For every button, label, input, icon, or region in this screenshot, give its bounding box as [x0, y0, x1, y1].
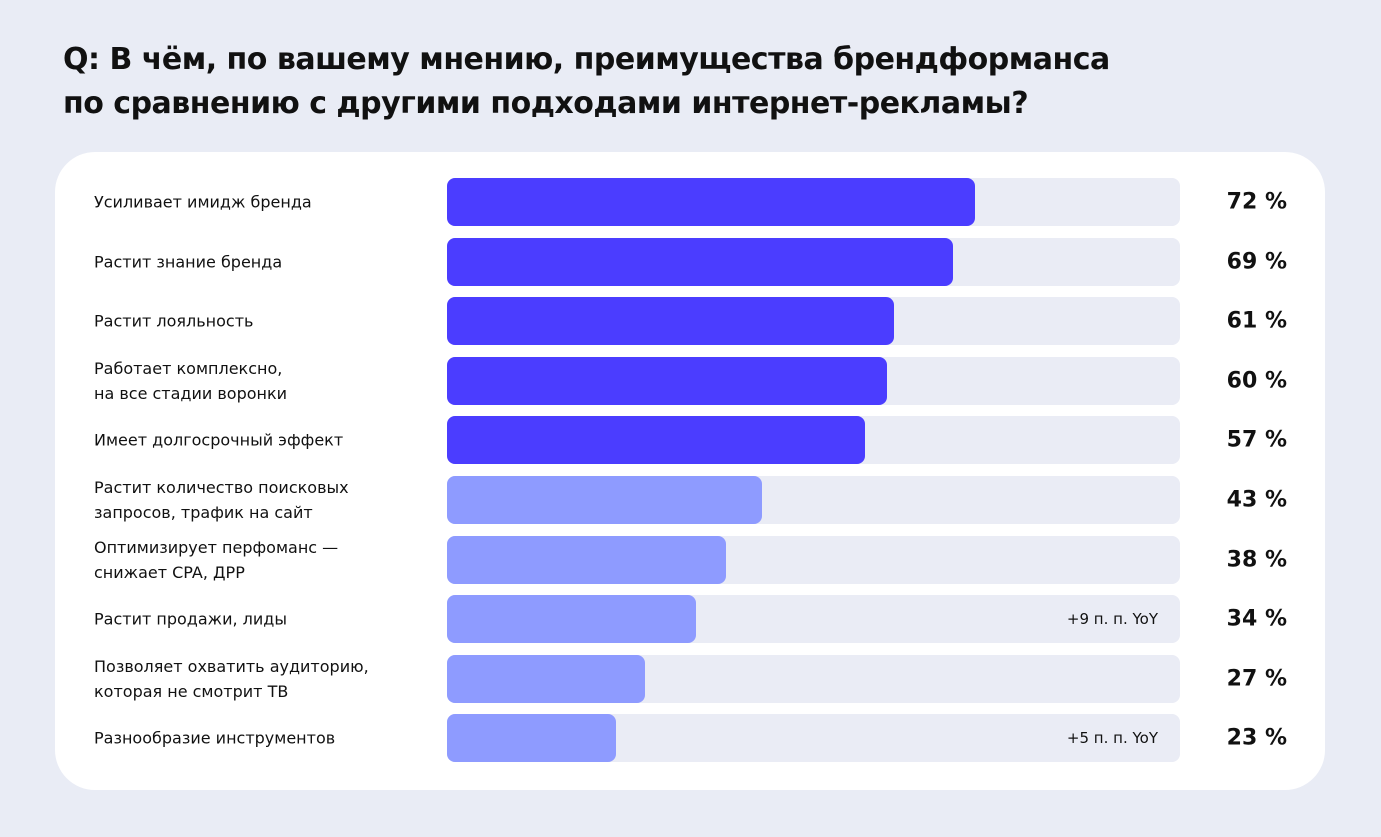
bar	[447, 416, 865, 465]
bar	[447, 237, 953, 286]
bar	[447, 297, 895, 346]
category-label: Работает комплексно, на все стадии ворон…	[94, 358, 288, 403]
value-label: 69 %	[1226, 249, 1287, 275]
value-label: 43 %	[1226, 487, 1287, 513]
category-label: Растит количество поисковых запросов, тр…	[94, 478, 349, 522]
category-label: Имеет долгосрочный эффект	[94, 430, 344, 450]
annotation: +9 п. п. YoY	[1066, 610, 1158, 629]
category-label: Растит знание бренда	[94, 252, 283, 272]
bar	[447, 535, 726, 584]
category-label: Растит продажи, лиды	[94, 609, 287, 629]
category-label: Разнообразие инструментов	[94, 728, 336, 748]
value-label: 61 %	[1226, 308, 1287, 334]
category-label: Позволяет охватить аудиторию, которая не…	[94, 656, 369, 701]
category-label: Оптимизирует перфоманс — снижает CPA, ДР…	[94, 537, 339, 582]
bar	[447, 654, 645, 703]
category-label: Растит лояльность	[94, 311, 254, 331]
value-label: 34 %	[1226, 606, 1287, 632]
chart-title: Q: В чём, по вашему мнению, преимущества…	[63, 42, 1110, 121]
bar	[447, 178, 975, 226]
value-label: 23 %	[1226, 725, 1287, 751]
value-label: 72 %	[1226, 189, 1287, 215]
annotation: +5 п. п. YoY	[1066, 729, 1158, 748]
bar	[447, 595, 697, 644]
bar	[447, 714, 616, 763]
bar	[447, 356, 887, 405]
bar	[447, 476, 763, 524]
value-label: 57 %	[1226, 427, 1287, 453]
value-label: 27 %	[1226, 666, 1287, 692]
value-label: 38 %	[1226, 547, 1287, 573]
category-label: Усиливает имидж бренда	[94, 192, 312, 212]
value-label: 60 %	[1226, 368, 1287, 394]
